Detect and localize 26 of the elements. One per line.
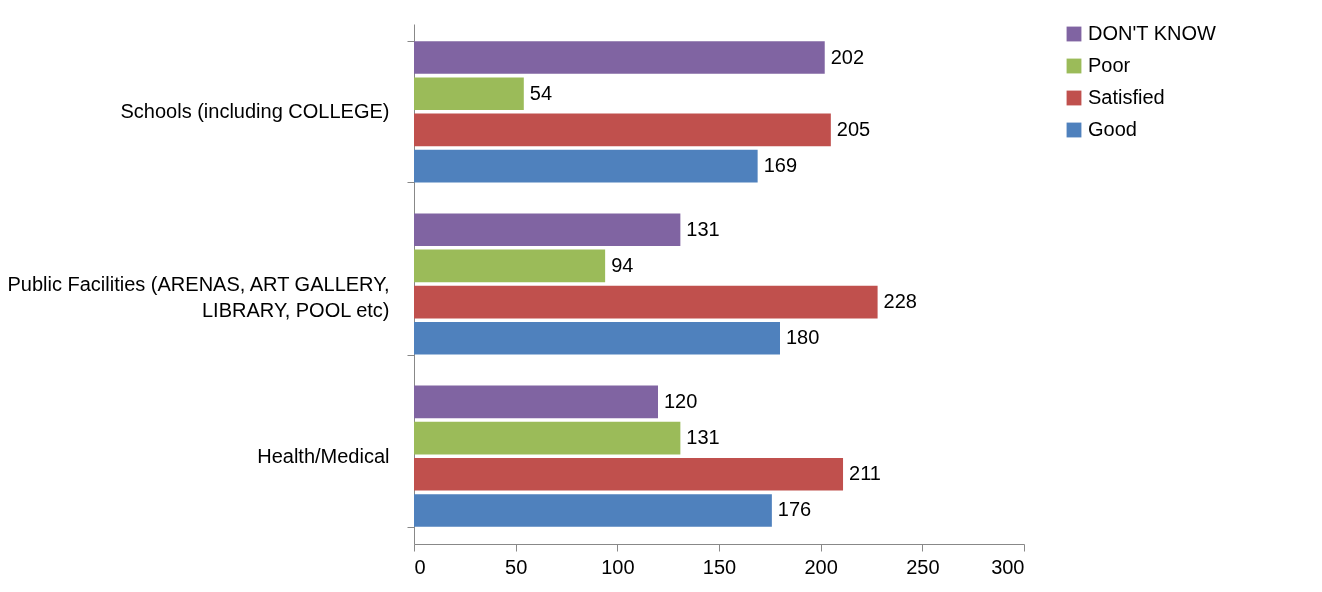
legend-label: Poor: [1088, 54, 1131, 76]
x-tick-label: 50: [505, 555, 528, 578]
data-label: 180: [786, 326, 820, 349]
y-tick-label: Public Facilities (ARENAS, ART GALLERY, LIBRARY, POOL etc): [7, 272, 390, 321]
data-label: 211: [849, 462, 881, 485]
legend-label: Satisfied: [1088, 86, 1165, 108]
data-label: 169: [763, 154, 798, 177]
y-tick-label: Health/Medical: [257, 444, 390, 467]
data-label: 54: [529, 81, 553, 104]
x-tick-label: 100: [601, 555, 635, 578]
data-label: 176: [777, 498, 812, 521]
x-tick-label: 200: [804, 555, 838, 578]
legend-label: Good: [1088, 118, 1137, 140]
x-tick-label: 150: [702, 555, 737, 578]
data-label: 205: [836, 117, 871, 140]
x-tick-label: 0: [414, 555, 426, 578]
x-tick-label: 300: [991, 555, 1025, 578]
data-label: 228: [883, 290, 917, 313]
legend-label: DON'T KNOW: [1088, 22, 1217, 44]
data-label: 131: [686, 217, 720, 240]
x-tick-label: 250: [906, 555, 940, 578]
data-label: 120: [664, 389, 698, 412]
data-label: 202: [830, 45, 865, 68]
data-label: 94: [611, 253, 634, 276]
data-label: 131: [686, 426, 720, 449]
y-tick-label: Schools (including COLLEGE): [120, 100, 390, 123]
